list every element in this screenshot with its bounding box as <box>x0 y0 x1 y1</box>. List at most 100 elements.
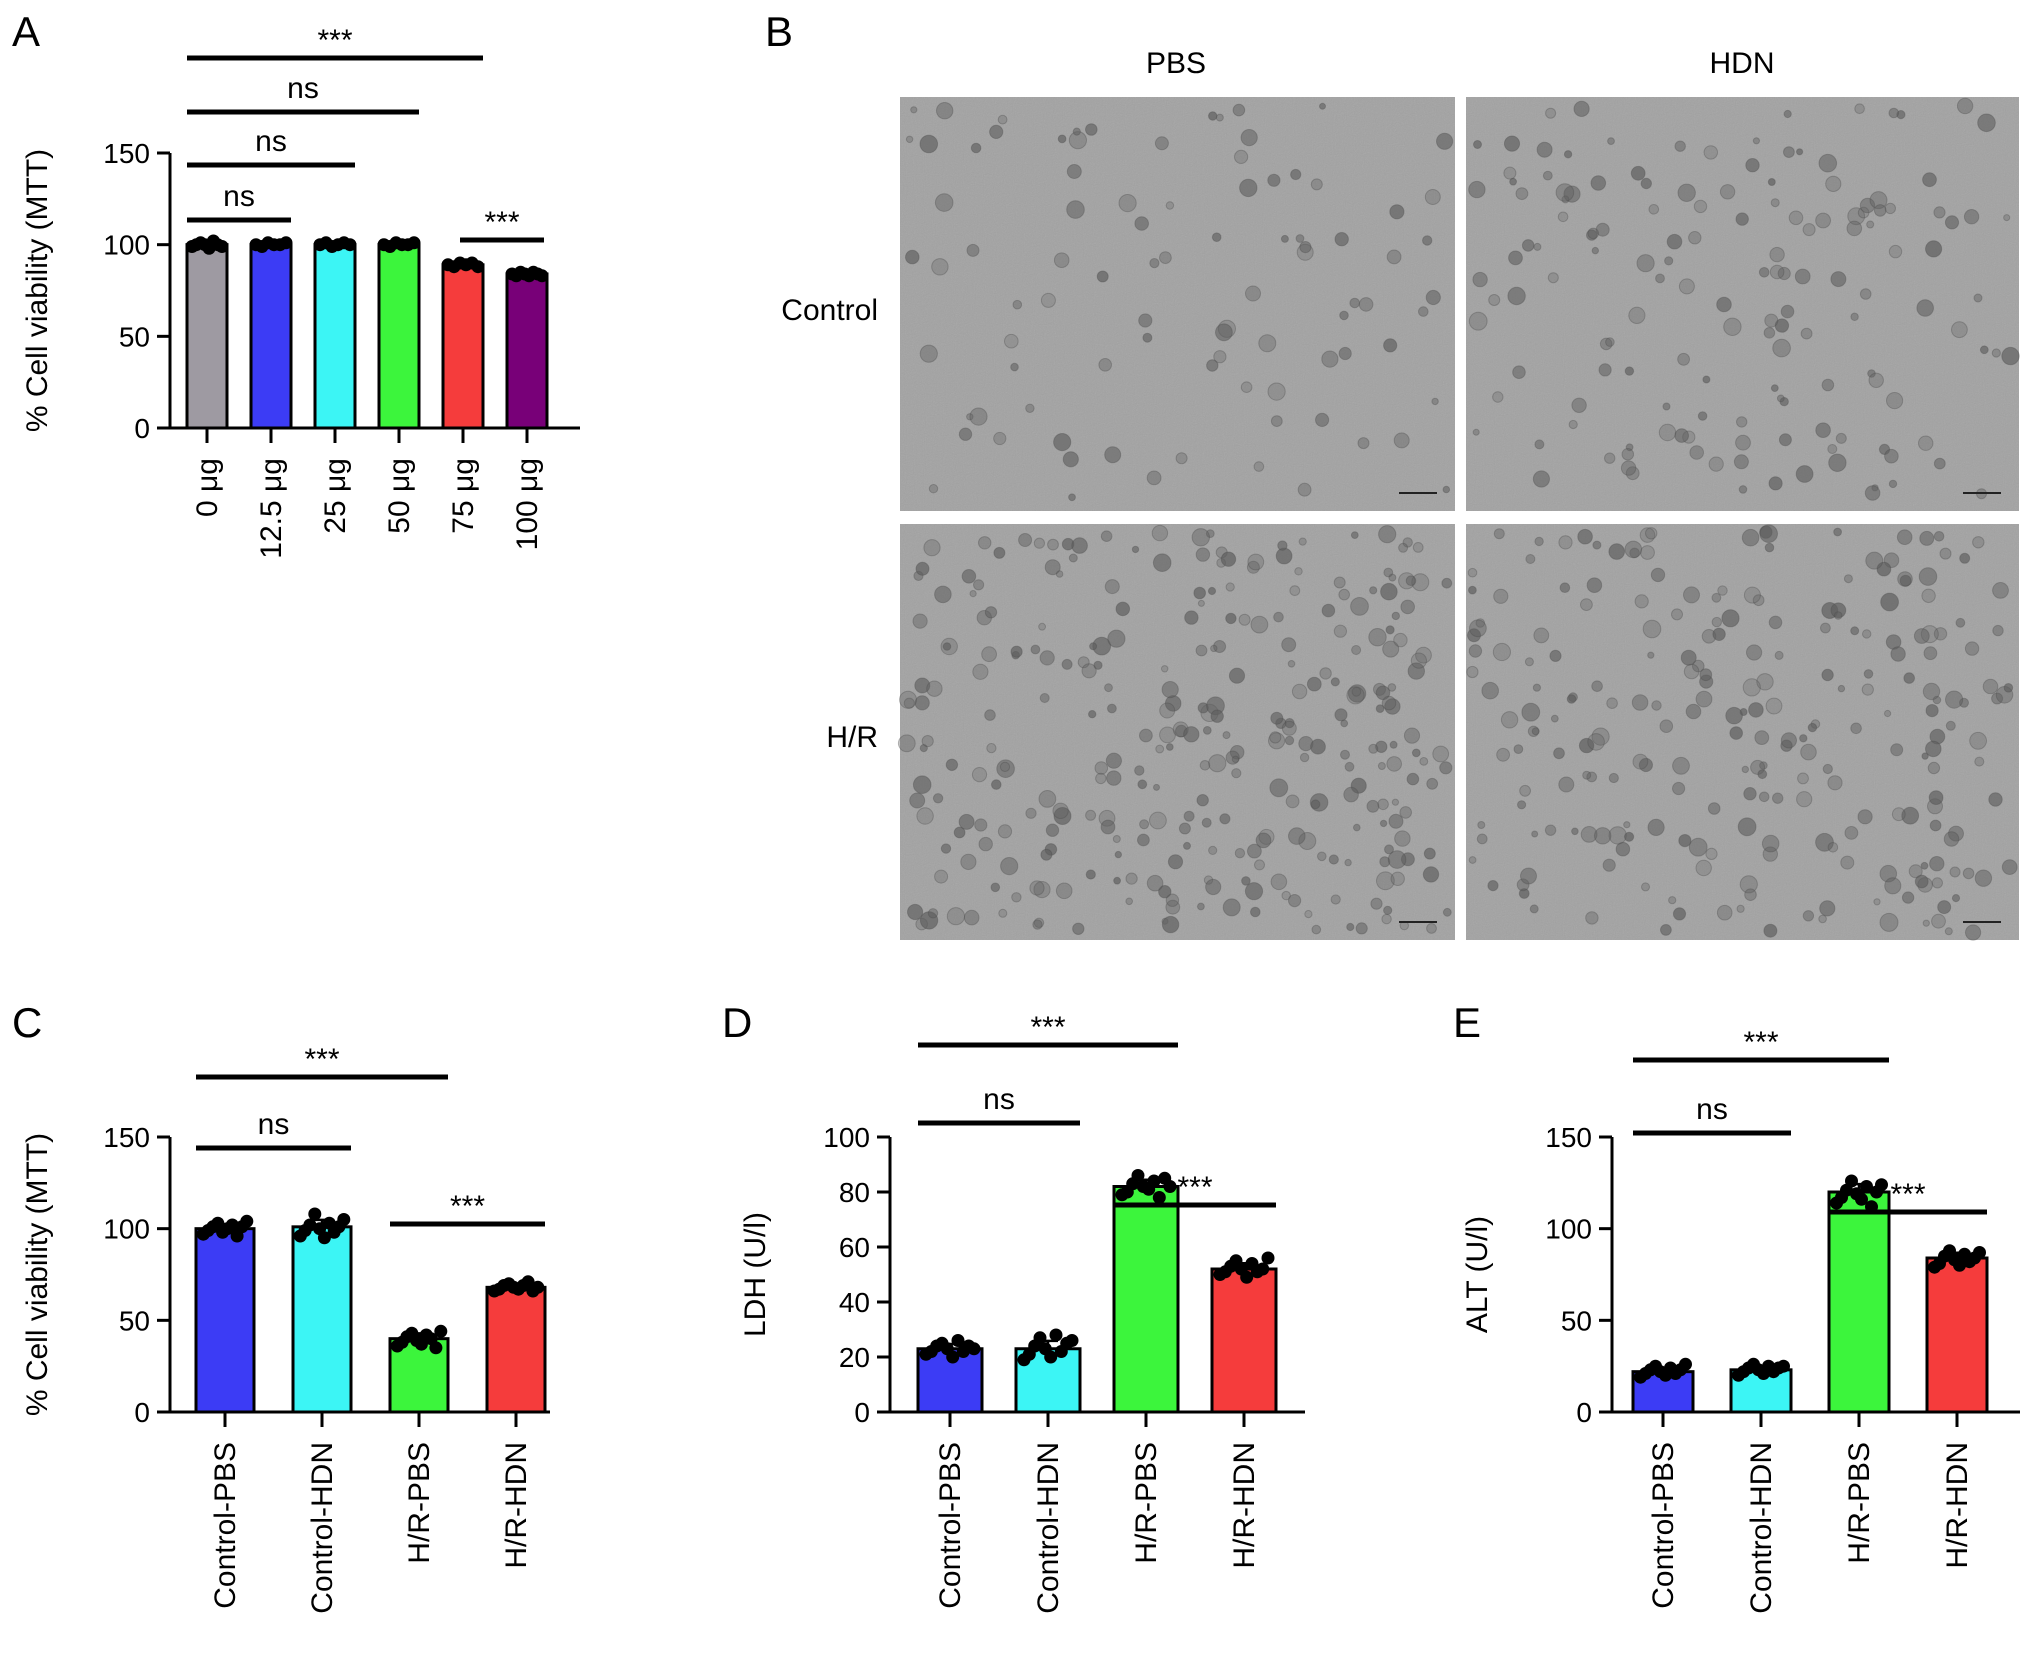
cell <box>1394 830 1411 847</box>
cell <box>934 869 949 884</box>
cell <box>1586 229 1598 241</box>
cell <box>1634 594 1649 609</box>
cell <box>912 775 932 795</box>
cell <box>1963 209 1980 225</box>
cell <box>1629 547 1640 559</box>
cell <box>1112 835 1121 843</box>
cell <box>1053 807 1072 825</box>
cell <box>1239 178 1258 198</box>
cell <box>1425 289 1441 306</box>
cell <box>1846 220 1863 237</box>
significance-label: *** <box>450 1190 485 1223</box>
data-point <box>471 260 485 274</box>
cell <box>1719 184 1736 200</box>
cell <box>1759 524 1778 544</box>
cell <box>1232 103 1246 117</box>
cell <box>1468 644 1483 658</box>
cell <box>1545 107 1557 119</box>
cell <box>1247 553 1265 571</box>
y-tick-label: 50 <box>119 321 150 352</box>
cell <box>1605 337 1615 347</box>
cell <box>1903 672 1915 684</box>
x-tick-label: Control-HDN <box>1032 1442 1065 1614</box>
cell <box>1366 799 1380 813</box>
cell <box>1815 422 1831 439</box>
cell <box>1215 113 1224 122</box>
cell <box>1974 756 1985 767</box>
cell <box>1298 832 1317 850</box>
cell <box>940 843 952 854</box>
cell <box>1000 857 1019 876</box>
cell <box>1683 586 1700 604</box>
cell <box>1472 271 1488 288</box>
cell <box>1891 807 1906 822</box>
cell <box>2001 346 2020 366</box>
cell <box>1585 911 1599 925</box>
cell <box>1908 864 1923 879</box>
bar <box>1210 1267 1278 1414</box>
cell <box>1165 743 1174 751</box>
cell <box>1945 720 1956 731</box>
cell <box>1161 915 1180 934</box>
cell <box>1493 588 1509 604</box>
cell <box>2003 214 2011 222</box>
cell <box>1055 882 1073 900</box>
cell <box>1991 348 2001 358</box>
cell <box>1107 629 1126 648</box>
cell <box>1154 136 1169 151</box>
cell <box>1867 369 1876 378</box>
cell <box>973 579 985 591</box>
cell <box>1757 769 1768 780</box>
cell <box>1550 714 1559 723</box>
cell <box>1153 783 1160 791</box>
cell <box>1152 553 1172 573</box>
cell <box>1647 818 1665 837</box>
cell <box>1220 551 1237 567</box>
cell <box>1689 445 1704 460</box>
data-point <box>343 238 357 252</box>
cell <box>1745 158 1760 173</box>
cell <box>1818 153 1838 173</box>
cell <box>1068 553 1078 563</box>
cell <box>1742 678 1761 697</box>
cell <box>1558 776 1575 793</box>
cell <box>1674 140 1686 152</box>
cell <box>1620 460 1637 476</box>
cell <box>1864 485 1881 501</box>
cell <box>990 882 1001 893</box>
cell <box>1159 251 1172 265</box>
cell <box>1138 313 1153 328</box>
cell <box>1517 800 1527 810</box>
bar <box>377 243 421 430</box>
cell <box>905 249 920 265</box>
x-tick-label: 0 μg <box>191 458 224 517</box>
cell <box>1591 680 1603 693</box>
cell <box>1289 585 1301 596</box>
cell <box>1769 264 1785 280</box>
data-point <box>1875 1178 1888 1192</box>
cell <box>1284 718 1295 729</box>
cell <box>1149 258 1160 269</box>
cell <box>1768 476 1783 491</box>
cell <box>1683 663 1700 680</box>
cell <box>993 431 1007 446</box>
cell <box>1197 599 1205 607</box>
cell <box>1104 579 1120 595</box>
cell <box>910 106 918 114</box>
cell <box>1746 644 1763 661</box>
y-tick-label: 50 <box>1561 1305 1592 1336</box>
cell <box>1222 898 1241 917</box>
cell <box>1531 727 1540 736</box>
cell <box>1240 129 1258 147</box>
cell <box>1515 187 1529 201</box>
cell <box>1386 249 1402 265</box>
cell <box>1925 240 1943 258</box>
cell <box>1754 730 1770 745</box>
cell <box>1210 644 1218 653</box>
cell <box>1695 859 1712 877</box>
cell <box>1725 706 1743 725</box>
cell <box>997 824 1013 839</box>
data-point <box>1860 1180 1873 1193</box>
cell <box>1393 432 1410 449</box>
cell <box>1402 537 1413 548</box>
